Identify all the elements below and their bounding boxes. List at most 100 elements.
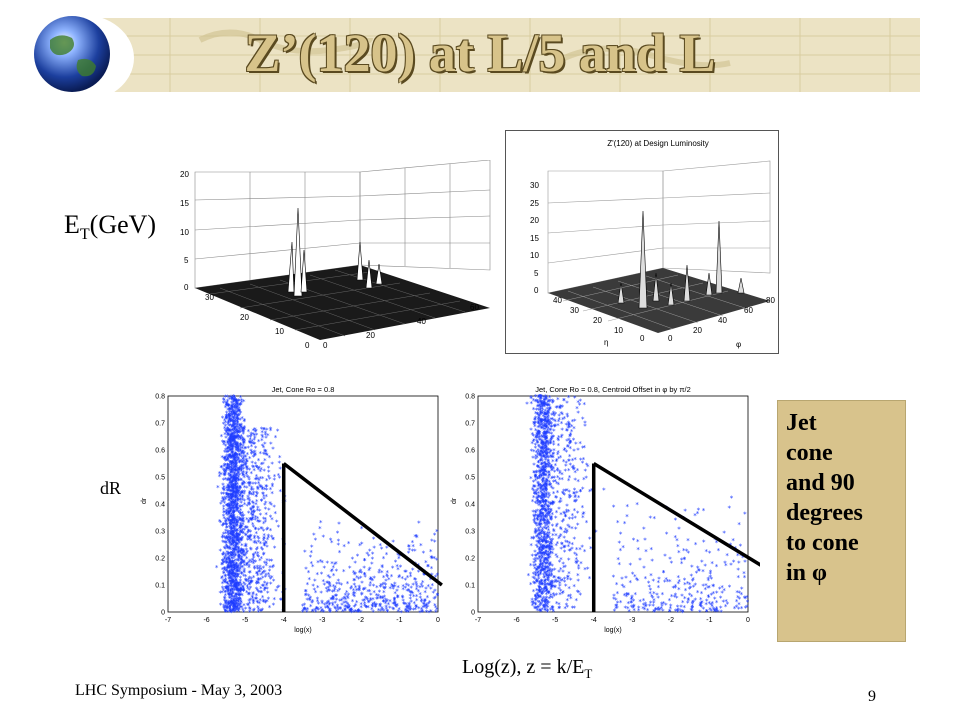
scatter-point: * (239, 601, 243, 609)
scatter-point: * (235, 435, 239, 443)
scatter-point: * (304, 607, 308, 615)
scatter-point: * (642, 525, 646, 533)
scatter-point: * (350, 609, 354, 617)
scatter-point: * (260, 555, 264, 563)
scatter-point: * (320, 608, 324, 616)
scatter-point: * (337, 581, 341, 589)
scatter-point: * (236, 415, 240, 423)
scatter-point: * (272, 578, 276, 586)
scatter-point: * (430, 537, 434, 545)
scatter-point: * (229, 564, 233, 572)
scatter-point: * (228, 408, 232, 416)
scatter-point: * (242, 530, 246, 538)
scatter-point: * (534, 398, 538, 406)
scatter-point: * (341, 608, 345, 616)
scatter-point: * (691, 577, 695, 585)
scatter-point: * (231, 541, 235, 549)
scatter-point: * (246, 583, 250, 591)
scatter-point: * (642, 565, 646, 573)
scatter-point: * (338, 605, 342, 613)
scatter-point: * (347, 602, 351, 610)
scatter-point: * (277, 459, 281, 467)
scatter-point: * (256, 485, 260, 493)
scatter-point: * (227, 565, 231, 573)
scatter-point: * (224, 502, 228, 510)
scatter-point: * (233, 426, 237, 434)
scatter-point: * (417, 519, 421, 527)
scatter-point: * (258, 450, 262, 458)
scatter-point: * (235, 475, 239, 483)
scatter-point: * (357, 586, 361, 594)
scatter-point: * (234, 562, 238, 570)
x-tick: -3 (319, 617, 325, 624)
scatter-point: * (413, 533, 417, 541)
scatter-point: * (232, 483, 236, 491)
x-tick: -4 (281, 617, 287, 624)
scatter-point: * (234, 540, 238, 548)
scatter-point: * (229, 436, 233, 444)
scatter-point: * (231, 517, 235, 525)
scatter-point: * (239, 578, 243, 586)
scatter-point: * (418, 584, 422, 592)
scatter-point: * (423, 597, 427, 605)
scatter-point: * (242, 609, 246, 617)
scatter-point: * (420, 609, 424, 617)
scatter-point: * (225, 521, 229, 529)
scatter-point: * (322, 533, 326, 541)
scatter-point: * (572, 447, 576, 455)
scatter-point: * (227, 477, 231, 485)
scatter-point: * (224, 443, 228, 451)
scatter-point: * (229, 578, 233, 586)
callout-text: Jet cone and 90 degrees to cone in φ (786, 408, 900, 588)
scatter-point: * (230, 444, 234, 452)
scatter-point: * (395, 604, 399, 612)
scatter-point: * (234, 473, 238, 481)
scatter-point: * (229, 580, 233, 588)
scatter-point: * (245, 456, 249, 464)
scatter-point: * (346, 605, 350, 613)
scatter-point: * (238, 464, 242, 472)
y-tick: 0.7 (155, 421, 165, 428)
scatter-point: * (234, 571, 238, 579)
scatter-point: * (230, 455, 234, 463)
scatter-point: * (629, 579, 633, 587)
scatter-point: * (529, 542, 533, 550)
scatter-point: * (356, 607, 360, 615)
scatter-point: * (393, 600, 397, 608)
scatter-point: * (243, 567, 247, 575)
scatter-point: * (236, 527, 240, 535)
scatter-point: * (423, 597, 427, 605)
scatter-point: * (538, 535, 542, 543)
scatter-point: * (222, 397, 226, 405)
y-tick: 0.4 (155, 502, 165, 509)
scatter-point: * (235, 445, 239, 453)
scatter-point: * (239, 580, 243, 588)
scatter-point: * (224, 516, 228, 524)
scatter-point: * (576, 478, 580, 486)
scatter-point: * (228, 497, 232, 505)
scatter-point: * (629, 561, 633, 569)
scatter-point: * (566, 523, 570, 531)
scatter-point: * (218, 589, 222, 597)
scatter-point: * (252, 500, 256, 508)
scatter-point: * (539, 393, 543, 401)
scatter-point: * (222, 602, 226, 610)
globe-icon (34, 16, 110, 92)
scatter-point: * (240, 523, 244, 531)
scatter-point: * (233, 409, 237, 417)
x-tick: 20 (693, 326, 702, 335)
scatter-point: * (678, 578, 682, 586)
scatter-point: * (237, 587, 241, 595)
scatter-point: * (739, 542, 743, 550)
scatter-point: * (224, 528, 228, 536)
scatter-point: * (226, 402, 230, 410)
scatter-point: * (227, 569, 231, 577)
scatter-point: * (268, 500, 272, 508)
scatter-point: * (248, 490, 252, 498)
scatter-point: * (233, 582, 237, 590)
scatter-point: * (248, 439, 252, 447)
scatter-point: * (549, 550, 553, 558)
scatter-point: * (228, 574, 232, 582)
scatter-point: * (717, 547, 721, 555)
scatter-point: * (381, 595, 385, 603)
